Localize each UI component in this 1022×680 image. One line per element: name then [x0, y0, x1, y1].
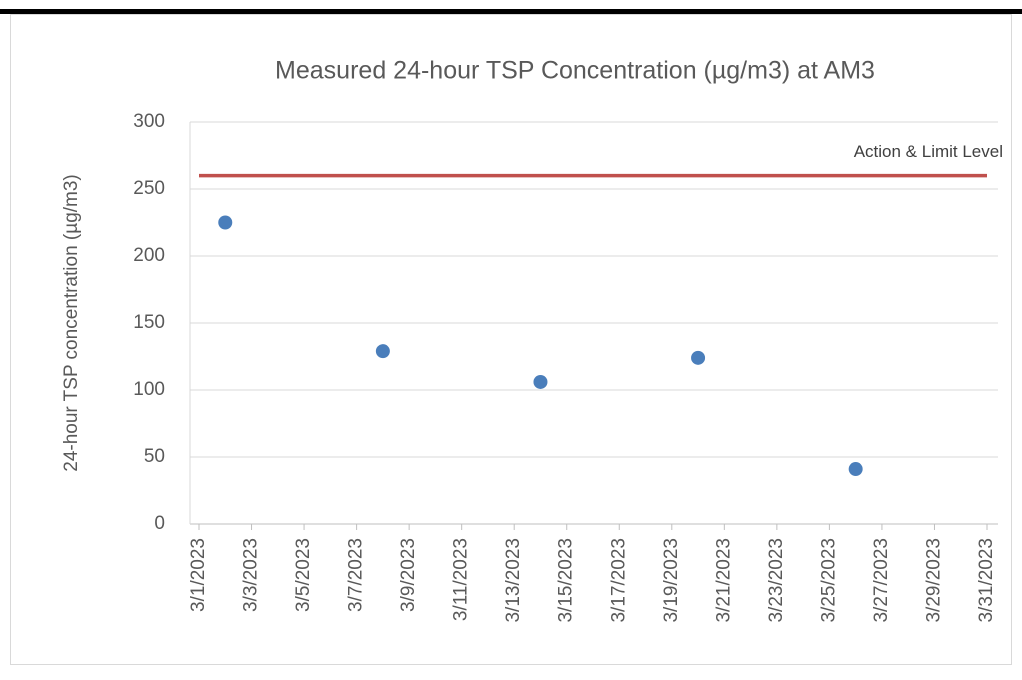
top-rule	[0, 9, 1022, 14]
chart-border	[10, 14, 1012, 665]
x-tick-label: 3/19/2023	[661, 538, 682, 623]
y-tick-label: 100	[133, 379, 165, 400]
chart-title: Measured 24-hour TSP Concentration (µg/m…	[275, 57, 875, 85]
x-tick-label: 3/5/2023	[293, 538, 314, 612]
x-tick-label: 3/23/2023	[766, 538, 787, 623]
x-tick-label: 3/25/2023	[818, 538, 839, 623]
y-tick-label: 300	[133, 111, 165, 132]
x-tick-label: 3/1/2023	[188, 538, 209, 612]
y-tick-label: 150	[133, 312, 165, 333]
x-tick-label: 3/17/2023	[608, 538, 629, 623]
x-tick-label: 3/27/2023	[871, 538, 892, 623]
x-tick-label: 3/13/2023	[503, 538, 524, 623]
point	[533, 374, 548, 389]
y-tick-label: 250	[133, 178, 165, 199]
x-tick-label: 3/11/2023	[451, 538, 472, 621]
x-tick-label: 3/21/2023	[713, 538, 734, 623]
point	[848, 462, 863, 477]
y-tick-label: 200	[133, 245, 165, 266]
point	[375, 344, 390, 359]
x-tick-label: 3/7/2023	[346, 538, 367, 612]
y-tick-label: 50	[144, 446, 165, 467]
x-tick-label: 3/3/2023	[241, 538, 262, 612]
y-tick-label: 0	[154, 513, 165, 534]
x-tick-label: 3/9/2023	[398, 538, 419, 612]
line-label: Action & Limit Level	[854, 142, 1003, 161]
x-tick-label: 3/15/2023	[556, 538, 577, 623]
y-axis-label: 24-hour TSP concentration (µg/m3)	[61, 174, 82, 472]
point	[218, 215, 233, 230]
x-tick-label: 3/29/2023	[923, 538, 944, 623]
point	[691, 350, 706, 365]
x-tick-label: 3/31/2023	[976, 538, 997, 623]
